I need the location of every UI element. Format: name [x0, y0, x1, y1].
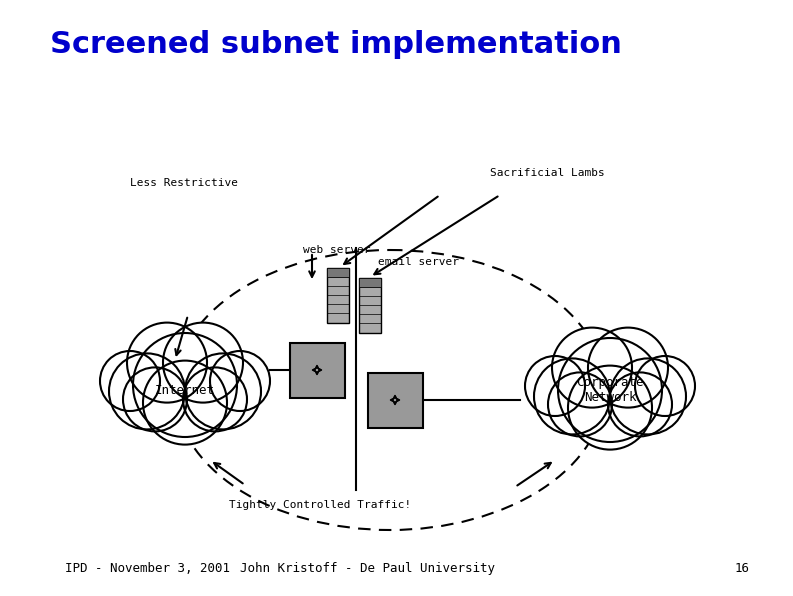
Bar [327, 268, 349, 322]
Circle shape [163, 322, 243, 403]
Circle shape [588, 328, 668, 408]
Circle shape [100, 351, 160, 411]
Circle shape [109, 353, 185, 429]
Circle shape [133, 333, 237, 437]
Circle shape [610, 358, 686, 434]
Text: IPD - November 3, 2001: IPD - November 3, 2001 [65, 562, 230, 575]
Text: Internet: Internet [155, 383, 215, 396]
Circle shape [548, 372, 612, 436]
Circle shape [635, 356, 695, 416]
Text: Sacrificial Lambs: Sacrificial Lambs [490, 168, 605, 178]
Text: web server: web server [303, 245, 370, 255]
Text: Corporate
Network: Corporate Network [577, 376, 644, 404]
Circle shape [185, 353, 261, 429]
Circle shape [552, 328, 632, 408]
Text: Screened subnet implementation: Screened subnet implementation [50, 30, 622, 59]
Circle shape [183, 367, 247, 432]
Circle shape [143, 361, 227, 445]
Circle shape [608, 372, 672, 436]
Circle shape [123, 367, 187, 432]
Text: Tightly Controlled Traffic!: Tightly Controlled Traffic! [229, 500, 411, 510]
Text: John Kristoff - De Paul University: John Kristoff - De Paul University [240, 562, 495, 575]
Circle shape [525, 356, 585, 416]
Text: Less Restrictive: Less Restrictive [130, 178, 238, 188]
Text: email server: email server [378, 257, 459, 267]
Text: 16: 16 [735, 562, 750, 575]
Bar [359, 278, 381, 287]
Bar [367, 372, 423, 427]
Circle shape [127, 322, 207, 403]
Bar [289, 343, 344, 398]
Circle shape [210, 351, 270, 411]
Circle shape [558, 338, 662, 442]
Circle shape [568, 365, 652, 449]
Circle shape [534, 358, 610, 434]
Bar [359, 278, 381, 333]
Bar [327, 268, 349, 277]
